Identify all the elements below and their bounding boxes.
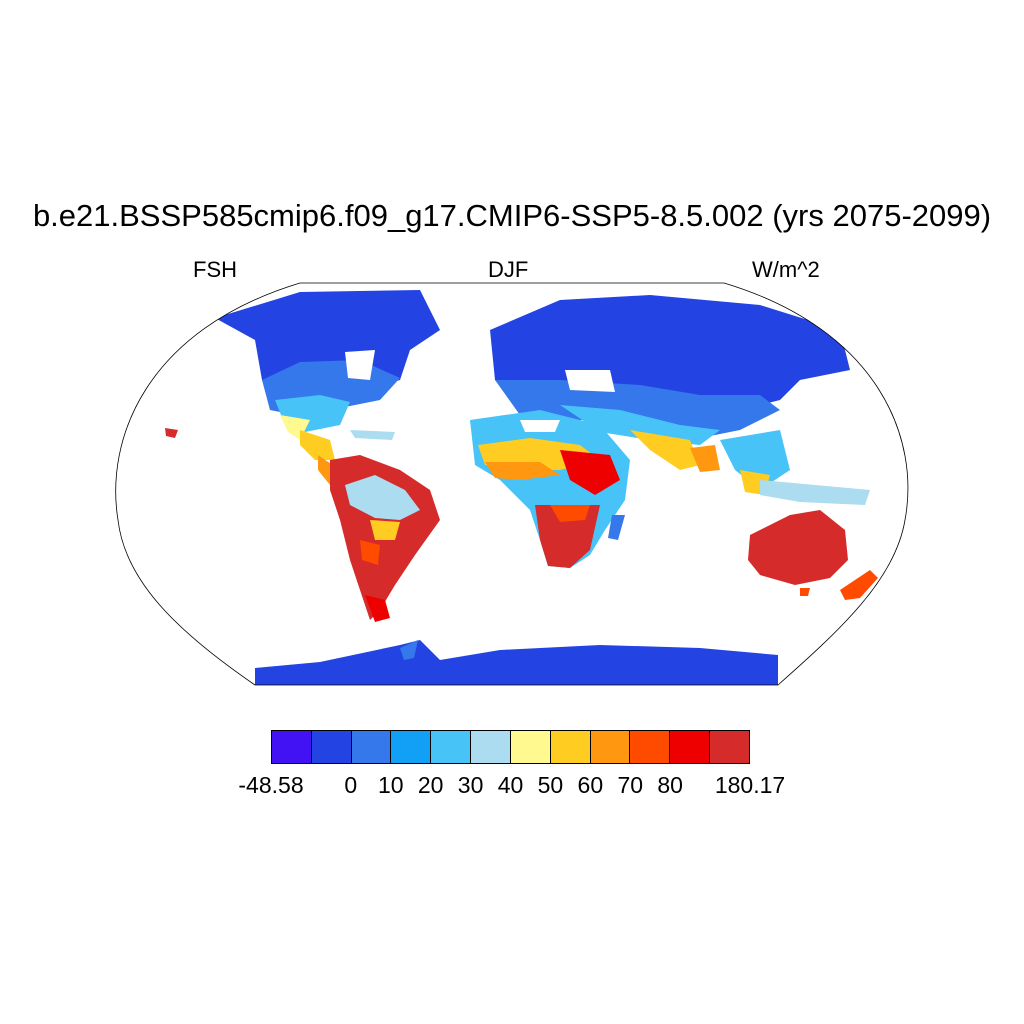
colorbar-tick-label: 180.17 (714, 772, 786, 798)
antarctica-region (255, 640, 778, 685)
colorbar-tick-label: 50 (537, 772, 564, 798)
colorbar-tick-label: -48.58 (238, 772, 304, 798)
map-title: b.e21.BSSP585cmip6.f09_g17.CMIP6-SSP5-8.… (32, 198, 992, 233)
units-label: W/m^2 (752, 257, 820, 282)
colorbar-swatch (272, 731, 312, 763)
season-label: DJF (488, 257, 529, 282)
colorbar-swatch (351, 731, 392, 763)
colorbar-swatch (431, 731, 472, 763)
variable-label: FSH (193, 257, 237, 282)
colorbar-swatch (391, 731, 432, 763)
oceania-region (748, 510, 878, 600)
colorbar-swatch (311, 731, 352, 763)
colorbar-tick-label: 80 (657, 772, 683, 798)
africa-region (470, 410, 630, 568)
north-america-region (165, 290, 470, 485)
colorbar-tick-label: 10 (377, 772, 404, 798)
colorbar-tick-label: 0 (344, 772, 358, 798)
eurasia-region (490, 295, 870, 505)
colorbar-tick-label: 20 (417, 772, 444, 798)
south-america-region (330, 455, 440, 622)
colorbar-swatch (670, 731, 711, 763)
globe-outline (115, 282, 909, 686)
colorbar-swatch (550, 731, 591, 763)
colorbar (271, 730, 750, 764)
colorbar-swatch (710, 731, 749, 763)
colorbar-tick-label: 40 (497, 772, 524, 798)
colorbar-swatch (590, 731, 631, 763)
colorbar-tick-label: 60 (577, 772, 604, 798)
colorbar-swatch (630, 731, 671, 763)
colorbar-tick-label: 70 (617, 772, 644, 798)
colorbar-swatch (510, 731, 551, 763)
colorbar-tick-label: 30 (457, 772, 484, 798)
colorbar-swatch (471, 731, 511, 763)
